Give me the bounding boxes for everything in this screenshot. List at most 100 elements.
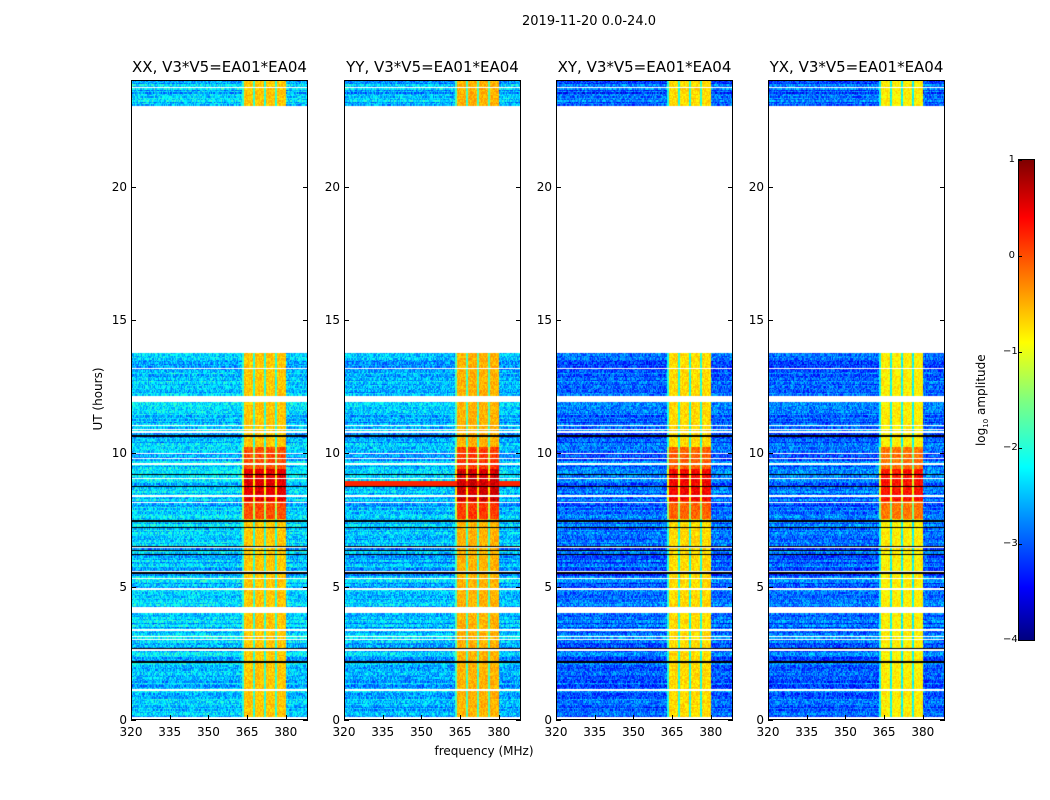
y-tick-label: 15	[111, 313, 127, 327]
x-tick-label: 380	[911, 725, 935, 739]
panel-title: YY, V3*V5=EA01*EA04	[346, 58, 519, 76]
colorbar	[1018, 159, 1035, 641]
y-tick-label: 10	[536, 446, 552, 461]
x-tick-label: 335	[158, 725, 182, 739]
colorbar-tick-label: 1	[1008, 154, 1015, 165]
x-tick-mark	[421, 715, 423, 720]
colorbar-tick-mark	[1018, 352, 1022, 353]
y-tick-mark	[516, 320, 521, 321]
panel-title: XX, V3*V5=EA01*EA04	[132, 58, 307, 76]
x-tick-label: 365	[448, 725, 472, 739]
x-tick-mark	[131, 715, 132, 720]
y-tick-mark	[556, 720, 561, 721]
colorbar-tick-mark	[1018, 160, 1022, 161]
x-tick-mark	[208, 715, 210, 720]
y-tick-mark	[556, 586, 561, 588]
x-tick-label: 380	[274, 725, 298, 739]
y-tick-label: 0	[332, 713, 340, 727]
y-tick-label: 15	[536, 313, 552, 327]
spectrogram-panel	[768, 80, 945, 720]
y-tick-mark	[556, 320, 561, 321]
x-tick-mark	[922, 715, 924, 720]
y-tick-mark	[131, 720, 136, 721]
y-tick-mark	[728, 320, 733, 321]
x-tick-label: 365	[660, 725, 684, 739]
y-tick-label: 5	[756, 579, 764, 594]
y-tick-label: 5	[332, 579, 340, 594]
y-tick-mark	[940, 453, 945, 455]
x-axis-label: frequency (MHz)	[434, 744, 534, 758]
x-tick-mark	[806, 715, 808, 720]
y-tick-mark	[303, 453, 308, 455]
heatmap-image	[345, 81, 520, 719]
x-tick-mark	[594, 715, 596, 720]
x-tick-label: 365	[872, 725, 896, 739]
colorbar-tick-mark	[1018, 256, 1022, 257]
y-tick-mark	[131, 186, 136, 188]
x-tick-mark	[710, 715, 712, 720]
y-tick-mark	[303, 720, 308, 721]
y-tick-mark	[516, 453, 521, 455]
y-tick-mark	[344, 186, 349, 188]
y-tick-mark	[131, 453, 136, 455]
colorbar-tick-label: −2	[1003, 442, 1018, 453]
y-tick-label: 5	[119, 579, 127, 594]
colorbar-tick-label: −3	[1003, 538, 1018, 549]
y-tick-label: 0	[756, 713, 764, 727]
y-tick-mark	[303, 320, 308, 321]
x-tick-label: 335	[371, 725, 395, 739]
x-tick-label: 320	[544, 725, 568, 739]
spectrogram-panel	[344, 80, 521, 720]
y-tick-mark	[940, 320, 945, 321]
x-tick-mark	[247, 715, 249, 720]
colorbar-tick-label: 0	[1008, 250, 1015, 261]
y-tick-mark	[131, 586, 136, 588]
colorbar-tick-label: −4	[1003, 634, 1018, 645]
y-tick-mark	[131, 320, 136, 321]
y-tick-mark	[344, 586, 349, 588]
colorbar-label: log10 amplitude	[973, 354, 991, 447]
y-tick-mark	[344, 453, 349, 455]
heatmap-image	[557, 81, 732, 719]
y-tick-mark	[768, 320, 773, 321]
x-tick-label: 350	[409, 725, 433, 739]
x-tick-mark	[556, 715, 557, 720]
y-tick-label: 5	[544, 579, 552, 594]
x-tick-label: 320	[119, 725, 143, 739]
x-tick-mark	[768, 715, 769, 720]
spectrogram-panel	[131, 80, 308, 720]
x-tick-mark	[382, 715, 384, 720]
y-tick-mark	[516, 586, 521, 588]
y-tick-mark	[303, 586, 308, 588]
x-tick-mark	[672, 715, 674, 720]
colorbar-tick-mark	[1018, 544, 1022, 545]
spectrogram-panel	[556, 80, 733, 720]
x-tick-label: 335	[795, 725, 819, 739]
y-tick-mark	[556, 453, 561, 455]
y-tick-mark	[728, 720, 733, 721]
x-tick-mark	[845, 715, 847, 720]
x-tick-label: 320	[332, 725, 356, 739]
x-tick-mark	[169, 715, 171, 720]
x-tick-mark	[498, 715, 500, 720]
y-tick-mark	[768, 186, 773, 188]
y-tick-label: 0	[119, 713, 127, 727]
colorbar-tick-label: −1	[1003, 346, 1018, 357]
panel-title: XY, V3*V5=EA01*EA04	[557, 58, 732, 76]
y-tick-label: 20	[536, 179, 552, 194]
colorbar-tick-mark	[1018, 448, 1022, 449]
y-tick-mark	[728, 586, 733, 588]
y-tick-mark	[344, 720, 349, 721]
y-tick-mark	[940, 186, 945, 188]
y-tick-mark	[516, 186, 521, 188]
y-tick-mark	[344, 320, 349, 321]
x-tick-label: 350	[196, 725, 220, 739]
x-tick-label: 380	[699, 725, 723, 739]
y-tick-label: 10	[324, 446, 340, 461]
x-tick-label: 335	[583, 725, 607, 739]
y-tick-label: 15	[324, 313, 340, 327]
figure-title: 2019-11-20 0.0-24.0	[522, 14, 656, 29]
y-tick-mark	[940, 586, 945, 588]
x-tick-mark	[285, 715, 287, 720]
